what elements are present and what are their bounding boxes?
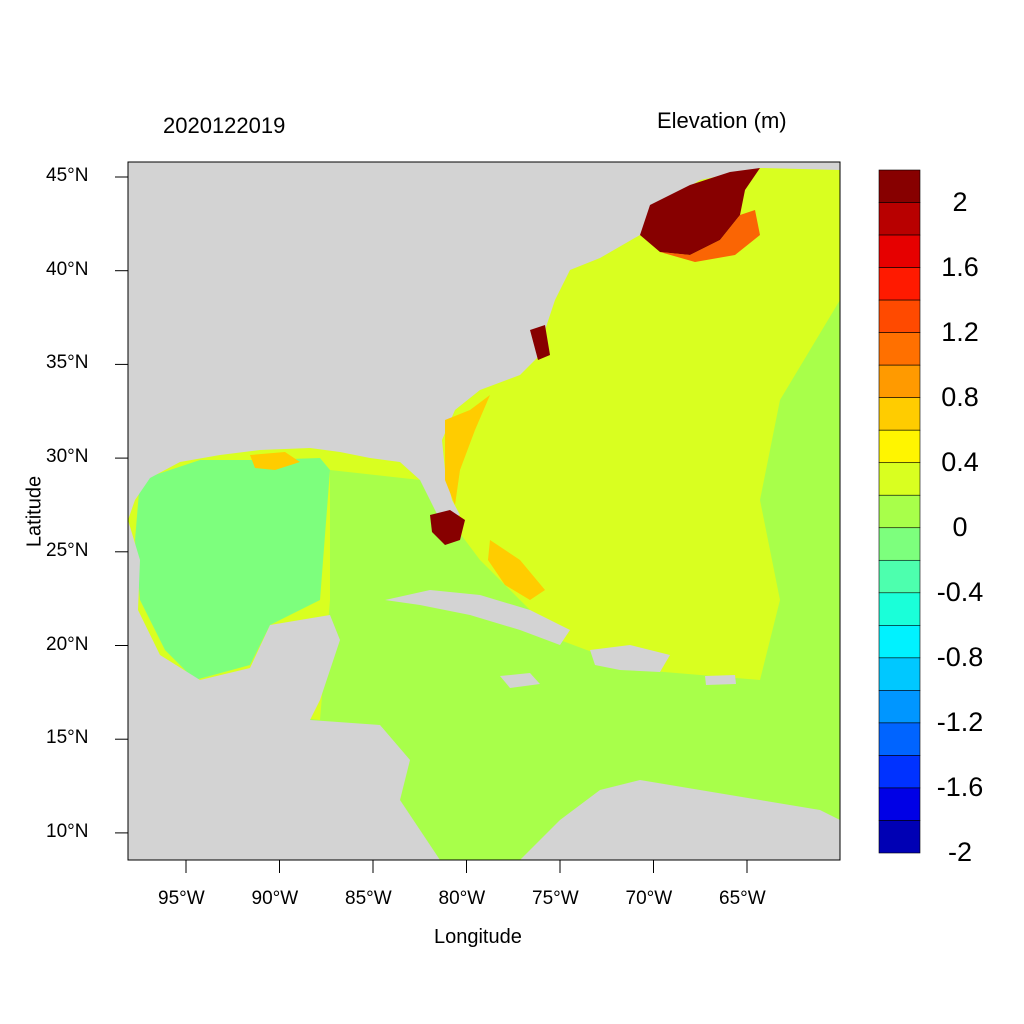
cuba-land [385, 590, 570, 645]
lat-tick-label: 40°N [46, 258, 89, 280]
jamaica-land [500, 673, 540, 688]
hispaniola-land [590, 645, 670, 672]
lon-tick-label: 65°W [719, 888, 766, 909]
legend-swatch [878, 169, 921, 203]
legend-swatch [878, 722, 921, 756]
map-frame [127, 161, 841, 861]
legend-label: 1.2 [941, 316, 979, 347]
puerto-rico-land [705, 675, 736, 685]
louisiana-surge [250, 452, 300, 470]
lon-tick-label: 75°W [532, 888, 579, 909]
lat-tick-label: 15°N [46, 727, 89, 749]
legend-swatch [878, 820, 921, 854]
y-axis-label: Latitude [23, 475, 46, 548]
legend-label: 0 [952, 511, 968, 542]
gulf-of-maine-surge-fringe [660, 210, 760, 262]
legend-swatch [878, 299, 921, 333]
legend-swatch [878, 657, 921, 691]
east-florida-coast-surge [445, 395, 490, 505]
lon-tick-label: 70°W [625, 888, 673, 909]
timestamp-title: 2020122019 [163, 113, 286, 138]
lat-tick-label: 35°N [46, 352, 89, 374]
legend-swatch [878, 267, 921, 301]
x-axis-label: Longitude [434, 926, 522, 948]
legend-label: 1.6 [941, 251, 979, 282]
legend-swatch [878, 755, 921, 789]
legend-label: 0.8 [941, 381, 979, 412]
lon-tick-label: 95°W [158, 888, 205, 909]
variable-title: Elevation (m) [657, 108, 787, 133]
legend-swatch [878, 559, 921, 594]
longitude-axis [185, 860, 748, 873]
lat-tick-label: 25°N [46, 539, 89, 561]
legend-label: 2 [952, 186, 968, 217]
mexico-central-america-land [128, 520, 440, 860]
chesapeake-surge [530, 325, 550, 360]
legend-swatch [878, 527, 921, 561]
south-america-land [520, 780, 840, 860]
lat-tick-label: 10°N [46, 820, 89, 842]
legend-swatch [878, 364, 921, 398]
legend-swatch [878, 462, 921, 496]
lat-tick-label: 45°N [46, 165, 89, 186]
legend-swatch [878, 234, 921, 268]
legend-swatch [878, 690, 921, 724]
legend-label: -0.4 [936, 576, 984, 607]
lon-tick-label: 85°W [345, 888, 392, 909]
lon-tick-label: 90°W [251, 888, 299, 909]
legend-label: 0.4 [941, 446, 979, 477]
lon-tick-label: 80°W [438, 888, 486, 909]
lat-tick-label: 30°N [46, 446, 89, 468]
north-america-land [128, 162, 840, 520]
gulf-of-maine-surge [640, 168, 760, 255]
legend-swatch [878, 787, 921, 821]
legend-swatch [878, 592, 921, 626]
bahamas-shallow [488, 540, 545, 600]
legend-swatch [878, 429, 921, 464]
legend-label: -2 [947, 837, 972, 867]
latitude-axis [115, 176, 128, 834]
color-legend [878, 169, 921, 854]
legend-swatch [878, 202, 921, 236]
legend-swatch [878, 397, 921, 431]
legend-label: -1.2 [936, 706, 984, 737]
legend-swatch [878, 494, 921, 529]
south-florida-surge [430, 510, 465, 545]
legend-label: -0.8 [936, 641, 984, 672]
legend-swatch [878, 625, 921, 659]
legend-swatch [878, 332, 921, 366]
lat-tick-label: 20°N [46, 633, 89, 655]
legend-label: -1.6 [936, 771, 984, 802]
gulf-of-mexico [135, 458, 330, 680]
